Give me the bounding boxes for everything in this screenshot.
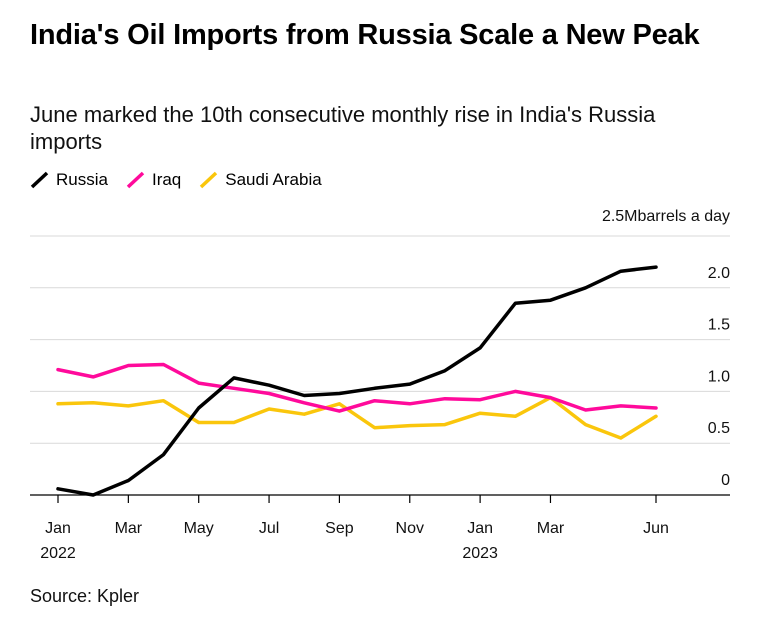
legend-item-russia: Russia — [30, 170, 108, 190]
y-tick-label-4: 2.0 — [708, 265, 730, 282]
y-tick-label-2: 1.0 — [708, 368, 730, 385]
legend: Russia Iraq Saudi Arabia — [30, 170, 322, 190]
legend-swatch-iraq — [126, 171, 145, 189]
saudi-swatch-line — [200, 171, 218, 189]
x-tick-label-8: Jun — [643, 520, 669, 537]
legend-label-saudi-arabia: Saudi Arabia — [225, 170, 322, 189]
legend-label-iraq: Iraq — [151, 170, 182, 189]
russia-swatch-line — [30, 171, 49, 189]
y-tick-label-0: 0 — [721, 472, 730, 489]
x-tick-label-6: Jan — [467, 520, 493, 537]
x-tick-label-3: Jul — [259, 520, 279, 537]
legend-label-russia: Russia — [56, 170, 108, 189]
iraq-swatch-line — [126, 171, 145, 189]
legend-item-iraq: Iraq — [126, 170, 181, 190]
chart-title: India's Oil Imports from Russia Scale a … — [30, 19, 700, 51]
x-tick-label-0: Jan — [45, 520, 71, 537]
source-note: Source: Kpler — [30, 586, 140, 606]
legend-swatch-russia — [30, 171, 49, 189]
series-line-russia — [56, 265, 658, 497]
chart-subtitle: June marked the 10th consecutive monthly… — [30, 102, 656, 154]
x-tick-label-7: Mar — [537, 520, 565, 537]
legend-item-saudi-arabia: Saudi Arabia — [199, 170, 322, 190]
y-tick-label-3: 1.5 — [708, 317, 730, 334]
y-axis-unit-label: 2.5Mbarrels a day — [602, 208, 730, 225]
series-line-saudi-arabia — [56, 395, 658, 440]
legend-swatch-saudi-arabia — [200, 171, 218, 189]
series-line-iraq — [56, 362, 658, 413]
x-tick-label-5: Nov — [396, 520, 424, 537]
x-tick-label-4: Sep — [325, 520, 354, 537]
x-tick-year-0: 2022 — [40, 545, 76, 562]
x-tick-year-6: 2023 — [462, 545, 498, 562]
y-tick-label-1: 0.5 — [708, 420, 730, 437]
x-tick-label-2: May — [184, 520, 214, 537]
x-tick-label-1: Mar — [115, 520, 143, 537]
